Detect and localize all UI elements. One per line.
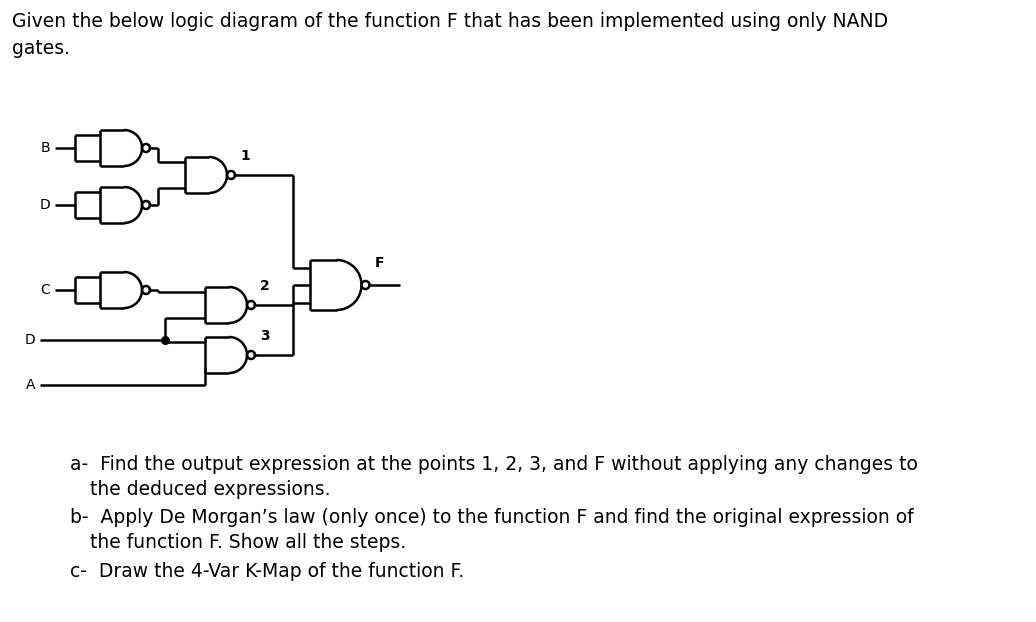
Text: the function F. Show all the steps.: the function F. Show all the steps. <box>90 533 406 552</box>
Text: the deduced expressions.: the deduced expressions. <box>90 480 330 499</box>
Text: D: D <box>24 333 35 347</box>
Text: 2: 2 <box>260 279 269 293</box>
Text: D: D <box>39 198 50 212</box>
Text: A: A <box>26 378 35 392</box>
Text: F: F <box>374 256 384 270</box>
Text: Given the below logic diagram of the function F that has been implemented using : Given the below logic diagram of the fun… <box>12 12 888 57</box>
Text: 3: 3 <box>260 329 269 343</box>
Text: 1: 1 <box>240 149 250 163</box>
Text: C: C <box>40 283 50 297</box>
Text: a-  Find the output expression at the points 1, 2, 3, and F without applying any: a- Find the output expression at the poi… <box>70 455 918 474</box>
Text: b-  Apply De Morgan’s law (only once) to the function F and find the original ex: b- Apply De Morgan’s law (only once) to … <box>70 508 914 527</box>
Text: B: B <box>40 141 50 155</box>
Text: c-  Draw the 4-Var K-Map of the function F.: c- Draw the 4-Var K-Map of the function … <box>70 562 464 581</box>
